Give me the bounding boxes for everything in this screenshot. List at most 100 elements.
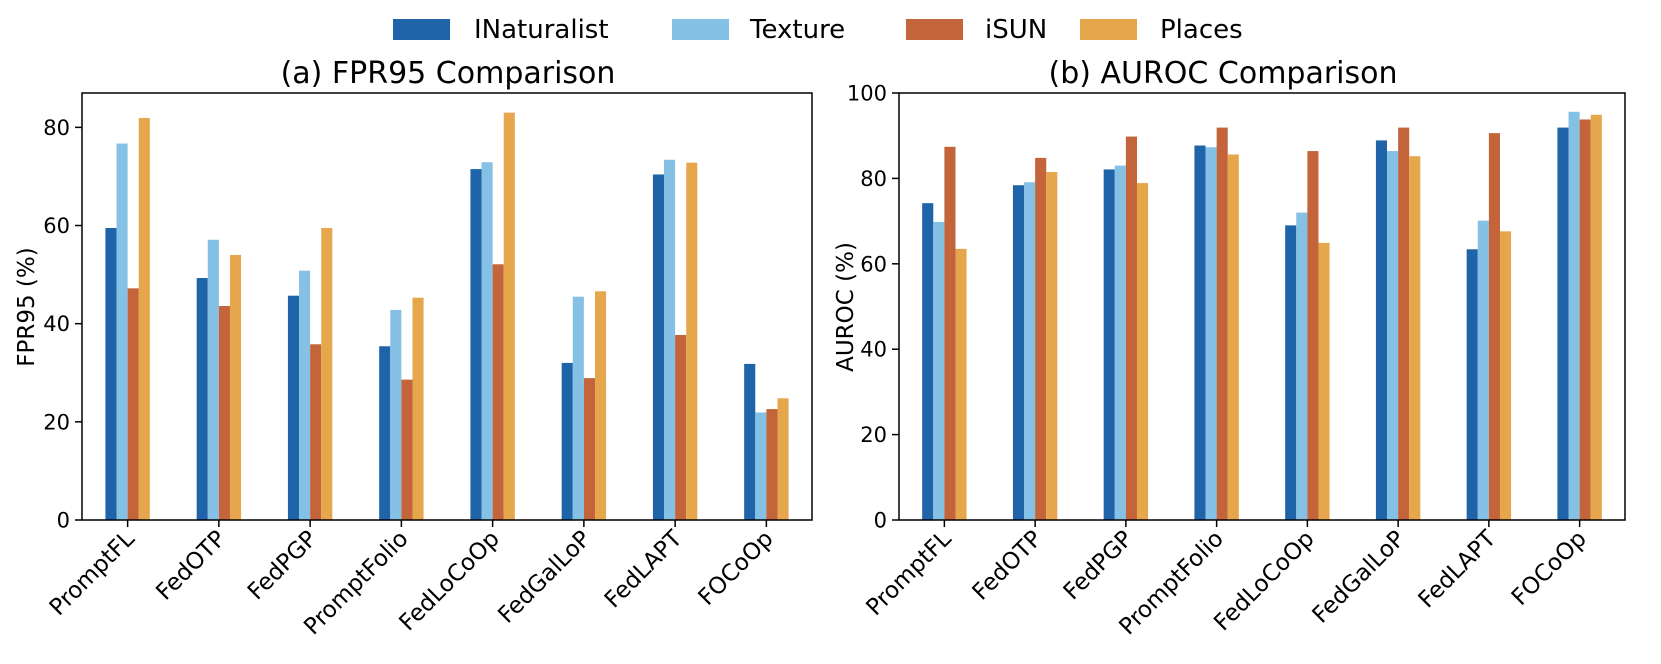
bar-auroc-isun-promptfolio [1216,127,1228,520]
bar-fpr95-texture-fedgallop [572,296,584,520]
bar-auroc-texture-fedotp [1024,182,1036,521]
bar-auroc-places-fedlocoop [1318,242,1330,520]
y-tick-label-auroc-40: 40 [860,338,887,362]
bar-fpr95-isun-fedpgp [310,344,322,520]
legend-swatch-inaturalist [393,19,450,40]
bar-auroc-places-fedlapt [1499,231,1512,520]
y-axis-label-auroc: AUROC (%) [833,242,859,372]
bar-auroc-inaturalist-focoop [1557,127,1569,520]
legend-label-texture: Texture [749,15,845,45]
bar-fpr95-inaturalist-promptfl [105,227,117,520]
bar-fpr95-inaturalist-promptfolio [379,346,391,520]
bar-auroc-places-fedpgp [1136,183,1149,520]
y-tick-label-auroc-20: 20 [860,423,887,447]
chart-fpr95: (a) FPR95 Comparison FPR95 (%) 0 20 40 60 80… [14,56,813,640]
bar-fpr95-isun-promptfolio [401,379,413,520]
x-tick-label-auroc-focoop: FOCoOp [1507,526,1592,611]
bar-fpr95-texture-promptfolio [390,309,402,520]
bar-fpr95-places-promptfl [138,118,150,520]
bar-fpr95-places-fedlapt [686,162,698,520]
bar-auroc-inaturalist-fedotp [1012,185,1025,521]
y-tick-label-fpr95-0: 0 [57,509,70,533]
x-tick-label-auroc-fedotp: FedOTP [968,526,1048,606]
bar-auroc-places-promptfl [955,248,967,521]
legend-label-inaturalist: INaturalist [474,15,609,45]
x-tick-label-fpr95-fedpgp: FedPGP [243,526,322,605]
bar-fpr95-places-fedlocoop [503,112,515,520]
bar-auroc-isun-fedpgp [1125,136,1137,521]
bar-auroc-inaturalist-fedlapt [1466,249,1478,520]
bar-fpr95-isun-fedotp [218,306,230,520]
bar-fpr95-places-fedotp [229,254,242,520]
bar-auroc-isun-fedgallop [1398,127,1410,520]
bar-fpr95-inaturalist-fedgallop [561,362,573,520]
chart-title-fpr95: (a) FPR95 Comparison [281,56,616,91]
legend-label-isun: iSUN [985,15,1047,45]
bar-auroc-inaturalist-fedpgp [1103,169,1115,520]
bar-auroc-isun-focoop [1579,119,1591,520]
bar-auroc-isun-fedlocoop [1307,151,1319,520]
bar-auroc-isun-promptfl [944,146,956,521]
bar-fpr95-isun-promptfl [127,288,139,520]
bar-auroc-texture-fedlapt [1477,220,1489,521]
bar-auroc-places-fedotp [1046,172,1058,520]
bar-fpr95-texture-fedlocoop [481,162,493,520]
bar-auroc-texture-fedlocoop [1296,212,1308,520]
y-axis-label-fpr95: FPR95 (%) [14,247,40,366]
bar-fpr95-places-fedgallop [594,291,607,520]
bar-auroc-places-fedgallop [1409,156,1421,520]
bar-auroc-inaturalist-fedlocoop [1285,225,1297,520]
bar-fpr95-texture-fedlapt [664,159,676,520]
bar-auroc-texture-focoop [1568,111,1580,520]
bar-auroc-places-promptfolio [1227,154,1239,521]
x-tick-label-auroc-fedpgp: FedPGP [1059,526,1138,605]
y-tick-label-fpr95-60: 60 [43,214,70,238]
x-tick-label-fpr95-fedgallop: FedGalLoP [493,526,596,629]
bar-fpr95-inaturalist-focoop [744,363,756,520]
y-tick-label-auroc-60: 60 [860,252,887,276]
y-tick-label-fpr95-20: 20 [43,410,70,434]
x-tick-label-fpr95-fedotp: FedOTP [151,526,231,606]
bar-auroc-inaturalist-promptfl [922,203,934,521]
y-tick-label-fpr95-80: 80 [43,116,70,140]
bar-auroc-isun-fedlapt [1488,133,1500,520]
bar-fpr95-places-promptfolio [412,297,424,520]
bar-fpr95-texture-fedpgp [299,270,311,520]
bar-fpr95-inaturalist-fedlapt [652,174,665,520]
bar-auroc-places-focoop [1590,114,1602,520]
bar-fpr95-inaturalist-fedlocoop [470,169,482,520]
legend-swatch-texture [672,19,729,40]
x-tick-label-auroc-promptfl: PromptFL [861,526,956,621]
bar-fpr95-inaturalist-fedotp [196,278,208,520]
chart-title-auroc: (b) AUROC Comparison [1048,56,1397,91]
legend-label-places: Places [1160,15,1243,45]
y-tick-label-auroc-80: 80 [860,167,887,191]
bar-auroc-texture-promptfolio [1205,147,1217,521]
bar-fpr95-places-focoop [777,398,789,520]
axes-frame-fpr95 [81,92,813,521]
bar-fpr95-texture-focoop [755,412,767,520]
bar-fpr95-texture-promptfl [116,143,128,521]
x-tick-label-fpr95-promptfl: PromptFL [45,526,140,621]
bar-fpr95-isun-fedlocoop [492,264,504,520]
y-tick-label-auroc-0: 0 [874,509,887,533]
x-tick-label-fpr95-fedlapt: FedLAPT [600,525,688,613]
legend-swatch-isun [906,19,963,40]
y-tick-label-auroc-100: 100 [847,82,887,106]
x-tick-label-auroc-fedlapt: FedLAPT [1414,525,1502,613]
bar-fpr95-isun-focoop [766,409,778,520]
bar-fpr95-isun-fedgallop [583,378,595,520]
legend-swatch-places [1080,19,1137,40]
chart-auroc: (b) AUROC Comparison AUROC (%) 0 20 40 60 80… [833,56,1626,640]
bar-fpr95-places-fedpgp [321,227,333,520]
bar-auroc-inaturalist-fedgallop [1375,140,1388,520]
axes-frame-auroc [898,92,1626,521]
bar-auroc-inaturalist-promptfolio [1194,145,1206,520]
bar-fpr95-texture-fedotp [207,239,219,520]
bar-auroc-texture-fedgallop [1387,151,1399,520]
x-tick-label-auroc-fedgallop: FedGalLoP [1308,526,1411,629]
legend: INaturalist Texture iSUN Places [393,15,1243,45]
bar-fpr95-isun-fedlapt [675,334,687,520]
